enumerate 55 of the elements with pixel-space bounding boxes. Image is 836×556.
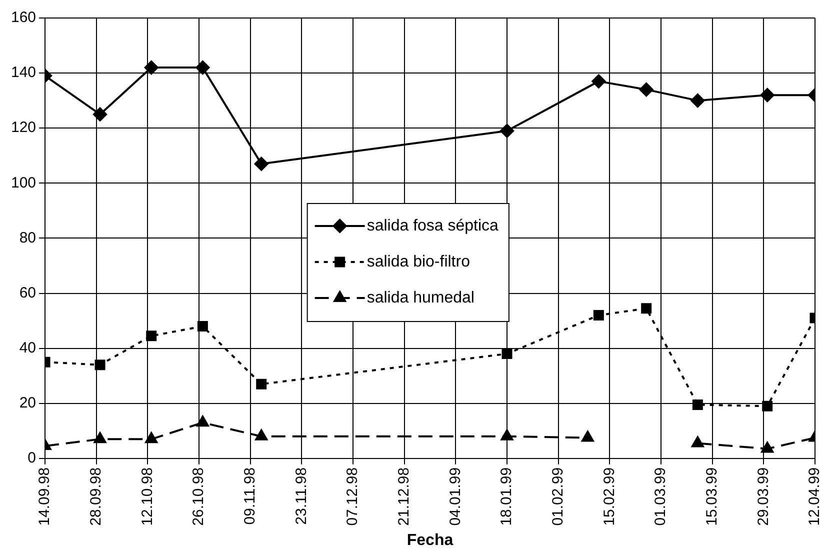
point	[691, 436, 704, 448]
y-tick-label: 60	[19, 284, 36, 302]
y-tick-label: 160	[10, 9, 36, 26]
x-tick-label: 26.10.98	[190, 467, 208, 526]
point	[255, 429, 268, 440]
point	[144, 60, 158, 75]
y-tick-label: 0	[28, 450, 36, 467]
point	[500, 429, 514, 440]
y-tick-label: 100	[10, 174, 36, 192]
x-tick-label: 21.12.98	[395, 467, 412, 526]
x-tick-label: 23.11.98	[292, 467, 310, 525]
legend-label: salida fosa séptica	[366, 217, 499, 234]
point	[94, 360, 106, 370]
y-tick-label: 40	[19, 339, 36, 356]
point	[256, 378, 267, 390]
point	[500, 124, 514, 138]
point	[145, 432, 158, 444]
x-tick-label: 28.09.98	[88, 467, 104, 526]
x-tick-label: 01.03.99	[652, 467, 670, 526]
x-tick-label: 15.03.99	[703, 467, 720, 526]
legend-label: salida bio-filtro	[366, 253, 470, 270]
point	[692, 399, 703, 410]
x-tick-label: 07.12.98	[344, 467, 362, 526]
y-tick-label: 120	[10, 119, 36, 136]
x-tick-label: 01.02.99	[549, 467, 566, 526]
point	[254, 156, 268, 171]
point	[146, 330, 157, 342]
point	[581, 430, 594, 442]
x-tick-label: 04.01.99	[446, 467, 464, 526]
point	[93, 107, 108, 122]
point	[639, 82, 654, 97]
x-tick-label: 09.11.98	[241, 467, 258, 525]
x-tick-label: 14.09.98	[36, 467, 54, 526]
point	[502, 348, 512, 360]
point	[196, 416, 209, 427]
y-tick-label: 140	[10, 64, 36, 82]
x-tick-label: 12.10.98	[138, 467, 156, 526]
x-tick-label: 12.04.99	[806, 467, 824, 526]
x-tick-label: 29.03.99	[754, 467, 772, 526]
point	[760, 88, 774, 102]
point	[761, 442, 774, 453]
legend-label: salida humedal	[366, 289, 474, 306]
point	[762, 400, 773, 412]
point	[592, 74, 606, 88]
point	[196, 60, 210, 75]
x-tick-label: 18.01.99	[498, 467, 516, 526]
point	[641, 303, 652, 314]
y-tick-label: 20	[19, 394, 36, 412]
point	[690, 94, 705, 108]
x-axis-title: Fecha	[406, 532, 454, 549]
point	[593, 310, 604, 321]
point	[197, 321, 208, 332]
x-tick-label: 15.02.99	[600, 467, 618, 526]
point	[94, 432, 106, 444]
y-tick-label: 80	[19, 229, 36, 246]
